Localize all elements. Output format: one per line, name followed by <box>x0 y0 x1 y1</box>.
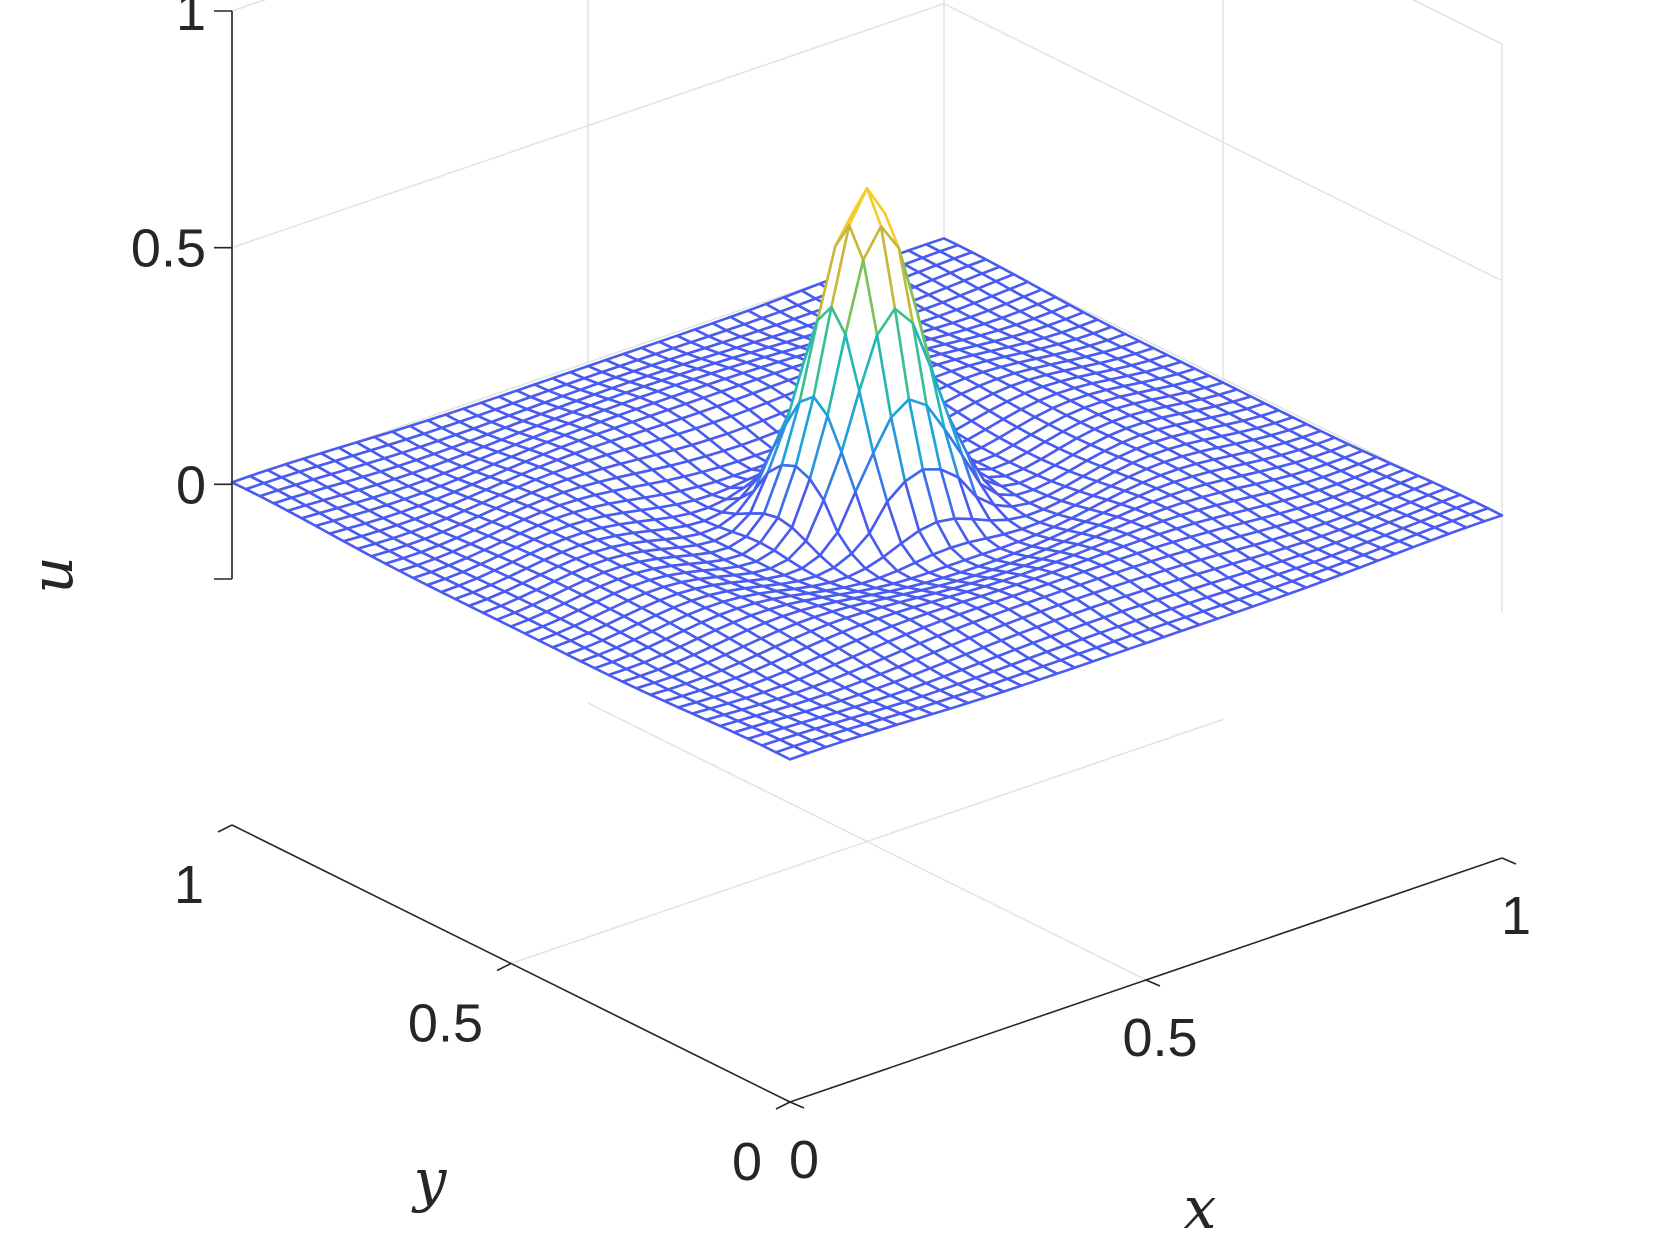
z-axis-label: u <box>18 556 86 593</box>
y-tick-label: 0.5 <box>408 994 483 1054</box>
y-tick-label: 0 <box>732 1132 762 1192</box>
x-tick <box>1501 857 1517 865</box>
x-tick-label: 0 <box>789 1130 819 1190</box>
x-tick <box>789 1101 805 1109</box>
y-tick <box>217 824 233 833</box>
axes-lines <box>214 10 1517 1110</box>
x-tick <box>1145 979 1161 987</box>
mesh-cell <box>774 744 810 761</box>
x-tick-label: 1 <box>1501 886 1531 946</box>
tick-labels: 0 0.5 1 0 0.5 1 0 0.5 1 <box>131 0 1531 1192</box>
surface-mesh <box>230 187 1504 761</box>
x-axis-label: x <box>1184 1174 1217 1242</box>
y-floor-gridline <box>510 718 1224 965</box>
z-gridline <box>231 0 1503 45</box>
z-tick-label: 1 <box>176 0 206 42</box>
z-tick-label: 0 <box>176 455 206 515</box>
z-tick-label: 0.5 <box>131 219 206 279</box>
z-gridline <box>231 2 1503 282</box>
y-tick <box>496 962 512 972</box>
x-tick-label: 0.5 <box>1122 1008 1197 1068</box>
y-tick <box>775 1101 791 1110</box>
y-axis-label: y <box>411 1146 448 1214</box>
y-tick-label: 1 <box>174 855 204 915</box>
